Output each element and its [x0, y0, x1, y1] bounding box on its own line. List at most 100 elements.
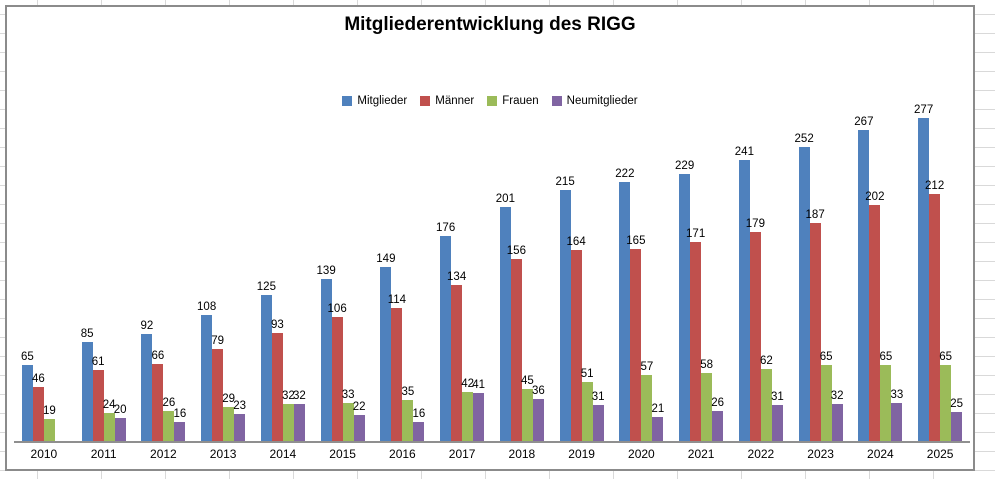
bar-frauen — [342, 403, 354, 441]
x-axis-label: 2020 — [628, 447, 655, 461]
plot-area: 65 46 19 85 61 24 20 92 66 26 16 108 79 29 23 125 93 32 32… — [14, 95, 970, 443]
data-label: 212 — [925, 180, 945, 192]
category-group-2021: 229 171 58 26 — [671, 95, 731, 441]
data-label: 58 — [700, 359, 714, 371]
data-label: 33 — [341, 389, 355, 401]
bar-männer — [391, 308, 403, 441]
category-group-2020: 222 165 57 21 — [612, 95, 672, 441]
data-label: 165 — [626, 235, 646, 247]
bar-mitglieder — [141, 334, 153, 441]
data-label: 36 — [531, 385, 545, 397]
bar-neumitglieder — [891, 403, 903, 441]
x-axis-label: 2015 — [329, 447, 356, 461]
bar-group: 139 106 33 22 — [317, 95, 366, 441]
bar-frauen — [940, 365, 952, 441]
data-label: 139 — [316, 265, 336, 277]
bar-mitglieder — [738, 160, 750, 441]
category-group-2011: 85 61 24 20 — [74, 95, 134, 441]
x-axis-label: 2014 — [269, 447, 297, 461]
data-label: 156 — [506, 245, 526, 257]
legend-swatch-icon — [487, 96, 498, 106]
bar-mitglieder — [320, 279, 332, 441]
x-axis-label: 2011 — [90, 447, 117, 461]
x-axis-label: 2022 — [747, 447, 775, 461]
data-label: 179 — [745, 218, 765, 230]
data-label: 252 — [794, 133, 814, 145]
bar-männer — [929, 194, 941, 441]
bar-männer — [510, 259, 522, 441]
bar-group: 65 46 19 — [21, 95, 66, 441]
bar-group: 241 179 62 31 — [735, 95, 784, 441]
x-axis: 2010 2011 2012 2013 2014 2015 2016 2017 2018 2019… — [14, 447, 970, 461]
bar-mitglieder — [559, 190, 571, 441]
bar-group: 149 114 35 16 — [376, 95, 425, 441]
category-group-2013: 108 79 29 23 — [193, 95, 253, 441]
bar-männer — [749, 232, 761, 441]
category-group-2019: 215 164 51 31 — [552, 95, 612, 441]
data-label: 66 — [151, 350, 165, 362]
data-label: 21 — [651, 403, 665, 415]
x-axis-label: 2018 — [508, 447, 536, 461]
data-label: 32 — [830, 390, 844, 402]
data-label: 65 — [879, 351, 893, 363]
data-label: 57 — [640, 361, 654, 373]
chart-object[interactable]: Mitgliederentwicklung des RIGG Mitgliede… — [5, 5, 975, 471]
chart-legend: Mitglieder Männer Frauen Neumitglieder — [7, 95, 973, 107]
category-group-2012: 92 66 26 16 — [134, 95, 194, 441]
bar-neumitglieder — [473, 393, 485, 441]
category-group-2015: 139 106 33 22 — [313, 95, 373, 441]
data-label: 267 — [854, 116, 874, 128]
x-axis-label: 2024 — [867, 447, 894, 461]
legend-item-mitglieder: Mitglieder — [342, 95, 407, 107]
bar-group: 229 171 58 26 — [675, 95, 724, 441]
x-axis-label: 2023 — [807, 447, 834, 461]
bar-mitglieder — [499, 207, 511, 441]
bar-neumitglieder — [712, 411, 724, 441]
legend-label: Neumitglieder — [566, 95, 638, 107]
bar-neumitglieder — [592, 405, 604, 441]
bar-neumitglieder — [353, 415, 365, 441]
category-group-2023: 252 187 65 32 — [791, 95, 851, 441]
data-label: 171 — [686, 228, 706, 240]
data-label: 92 — [140, 320, 154, 332]
legend-swatch-icon — [551, 96, 562, 106]
bar-frauen — [641, 375, 653, 441]
data-label: 45 — [520, 375, 534, 387]
bar-frauen — [581, 382, 593, 441]
data-label: 125 — [256, 281, 276, 293]
data-label: 31 — [770, 391, 784, 403]
data-label: 202 — [865, 191, 885, 203]
x-axis-label: 2016 — [389, 447, 416, 461]
bar-group: 222 165 57 21 — [615, 95, 664, 441]
bar-mitglieder — [201, 315, 213, 441]
data-label: 277 — [914, 104, 934, 116]
bar-group: 92 66 26 16 — [140, 95, 186, 441]
data-label: 79 — [211, 335, 225, 347]
category-group-2024: 267 202 65 33 — [851, 95, 911, 441]
data-label: 19 — [42, 405, 56, 417]
category-group-2010: 65 46 19 — [14, 95, 74, 441]
bar-frauen — [402, 400, 414, 441]
category-group-2025: 277 212 65 25 — [910, 95, 970, 441]
data-label: 16 — [173, 408, 187, 420]
bar-männer — [32, 387, 44, 441]
x-axis-label: 2010 — [30, 447, 58, 461]
data-label: 93 — [270, 319, 284, 331]
bar-frauen — [820, 365, 832, 441]
data-label: 25 — [950, 398, 964, 410]
legend-swatch-icon — [420, 96, 431, 106]
data-label: 42 — [461, 378, 475, 390]
data-label: 164 — [566, 236, 586, 248]
bar-neumitglieder — [532, 399, 544, 441]
bar-neumitglieder — [114, 418, 126, 441]
bar-mitglieder — [440, 236, 452, 441]
legend-label: Frauen — [502, 95, 539, 107]
bar-männer — [690, 242, 702, 441]
legend-item-neumitglieder: Neumitglieder — [551, 95, 638, 107]
bar-männer — [869, 205, 881, 441]
x-axis-label: 2019 — [568, 447, 595, 461]
bar-group: 277 212 65 25 — [914, 95, 963, 441]
bar-mitglieder — [619, 182, 631, 441]
bar-mitglieder — [858, 130, 870, 441]
